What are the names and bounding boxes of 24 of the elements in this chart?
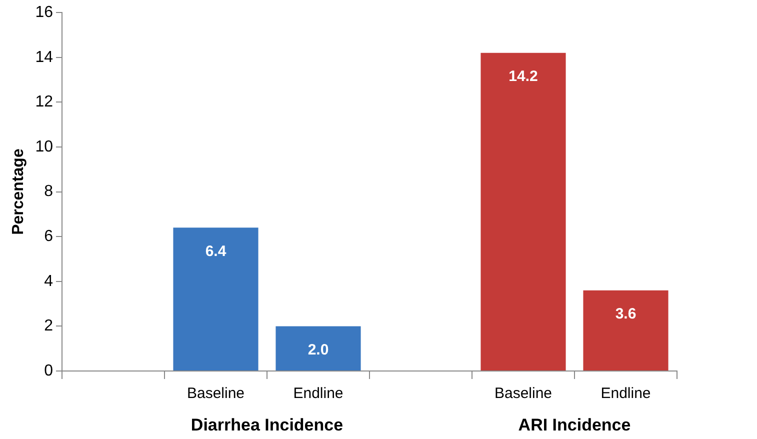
y-axis-title: Percentage <box>10 148 28 235</box>
y-tick-label: 6 <box>44 228 54 246</box>
data-label: 14.2 <box>508 68 538 86</box>
data-label: 6.4 <box>205 242 227 260</box>
y-tick-label: 14 <box>35 48 54 66</box>
y-tick-label: 4 <box>44 272 54 290</box>
text: ARI Incidence <box>518 416 631 435</box>
x-tick-label: Endline <box>293 385 344 402</box>
data-label: 3.6 <box>615 306 636 322</box>
y-tick-label: 0 <box>44 362 54 380</box>
y-tick-label: 12 <box>35 94 54 111</box>
bar <box>276 326 361 370</box>
bar <box>480 52 566 370</box>
data-label: 2.0 <box>308 341 329 358</box>
x-tick-label: Baseline <box>494 385 552 402</box>
x-tick-label: Baseline <box>186 385 245 402</box>
bar <box>173 228 258 370</box>
bar <box>583 290 668 370</box>
y-tick-label: 8 <box>44 183 54 200</box>
y-tick-label: 16 <box>35 4 54 22</box>
y-tick-label: 10 <box>35 138 54 156</box>
y-tick-label: 2 <box>44 318 54 335</box>
text: Diarrhea Incidence <box>190 416 344 435</box>
x-tick-label: Endline <box>600 385 651 402</box>
